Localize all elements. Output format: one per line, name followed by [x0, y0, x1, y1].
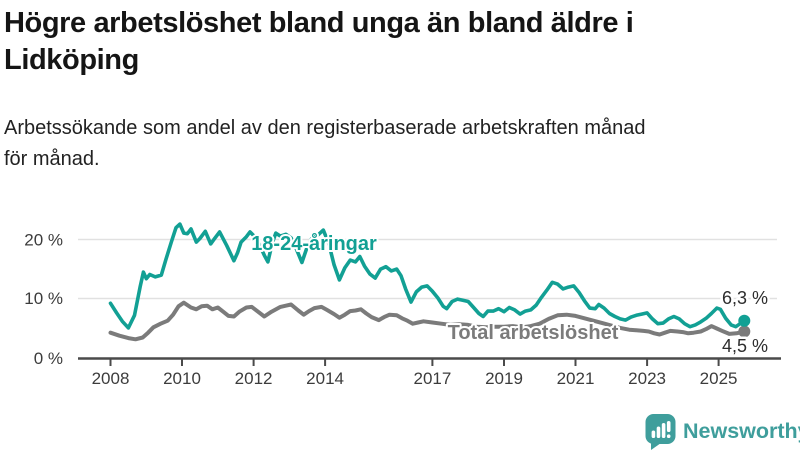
x-axis-label-2023: 2023: [628, 369, 666, 388]
logo-exclamation-line: [666, 421, 671, 432]
series-label-total: Total arbetslöshet: [448, 322, 619, 344]
x-axis-label-2017: 2017: [413, 369, 451, 388]
end-value-label-youth: 6,3 %: [722, 288, 768, 308]
x-axis-label-2021: 2021: [557, 369, 595, 388]
end-dot-youth: [738, 314, 751, 327]
y-axis-label-0: 0 %: [34, 349, 63, 368]
newsworthy-logo: Newsworthy: [645, 410, 800, 451]
x-axis-label-2025: 2025: [700, 369, 738, 388]
x-axis-label-2019: 2019: [485, 369, 523, 388]
x-axis-label-2008: 2008: [92, 369, 130, 388]
logo-bar-3: [661, 423, 666, 438]
series-layer: [108, 222, 751, 342]
logo-exclamation-dot: [666, 434, 671, 438]
logo-bar-1: [651, 430, 656, 438]
page-title: Högre arbetslöshet bland unga än bland ä…: [4, 7, 634, 76]
x-axis-label-2012: 2012: [235, 369, 273, 388]
line-total: [108, 300, 747, 342]
end-dot-total: [738, 325, 751, 338]
x-axis-label-2014: 2014: [306, 369, 344, 388]
end-value-label-total: 4,5 %: [722, 336, 768, 356]
y-axis-label-10: 10 %: [24, 289, 63, 308]
newsworthy-bubble-icon: [645, 414, 676, 450]
y-axis-label-20: 20 %: [24, 231, 63, 250]
newsworthy-wordmark: Newsworthy: [683, 418, 800, 443]
x-axis-ticks: 2008 2010 2012 2014 2017 2019 2021 2023 2025: [92, 358, 738, 388]
page-subtitle: Arbetssökande som andel av den registerb…: [4, 117, 646, 170]
line-youth: [108, 222, 747, 330]
series-label-youth: 18-24-åringar: [251, 232, 377, 255]
x-axis-label-2010: 2010: [163, 369, 201, 388]
logo-bar-2: [656, 426, 661, 438]
